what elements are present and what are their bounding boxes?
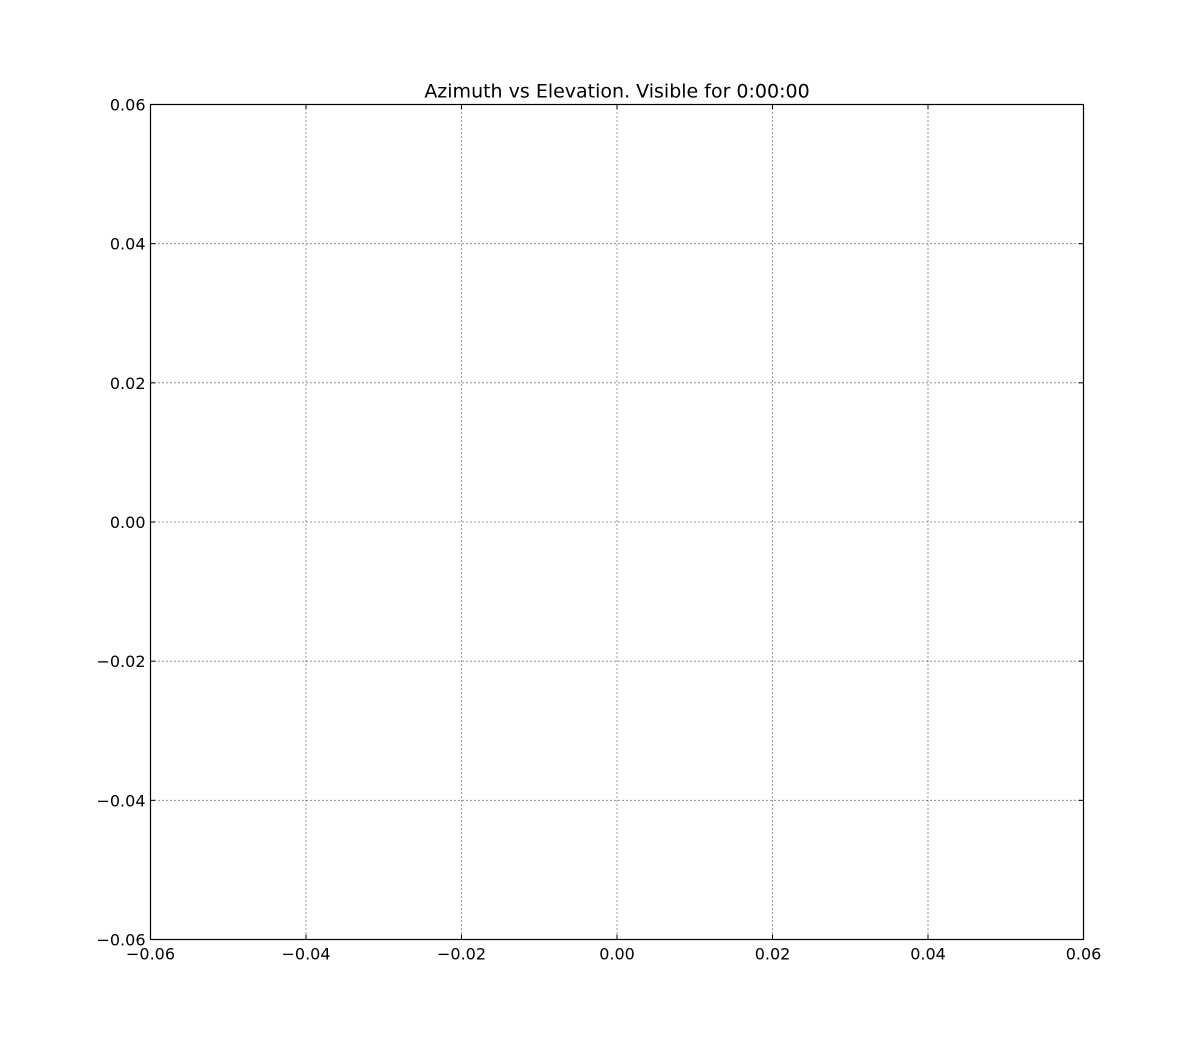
x-tick-label: 0.00 — [599, 945, 635, 964]
x-axis-tick-labels: −0.06 −0.04 −0.02 0.00 0.02 0.04 0.06 — [126, 945, 1101, 964]
chart-title: Azimuth vs Elevation. Visible for 0:00:0… — [424, 81, 809, 103]
x-tick-label: 0.04 — [910, 945, 946, 964]
x-tick-label: 0.06 — [1066, 945, 1102, 964]
y-tick-label: −0.06 — [96, 931, 145, 950]
x-tick-label: −0.06 — [126, 945, 175, 964]
plot-area — [149, 103, 1085, 941]
x-tick-label: 0.02 — [755, 945, 791, 964]
x-tick-label: −0.04 — [281, 945, 330, 964]
tick-marks — [150, 104, 1084, 940]
y-axis-tick-labels: −0.06 −0.04 −0.02 0.00 0.02 0.04 0.06 — [96, 96, 145, 950]
y-tick-label: −0.04 — [96, 791, 145, 810]
x-tick-label: −0.02 — [437, 945, 486, 964]
y-tick-label: 0.04 — [110, 235, 146, 254]
y-tick-label: −0.02 — [96, 652, 145, 671]
y-tick-label: 0.00 — [110, 513, 146, 532]
y-tick-label: 0.02 — [110, 374, 146, 393]
y-tick-label: 0.06 — [110, 96, 146, 115]
